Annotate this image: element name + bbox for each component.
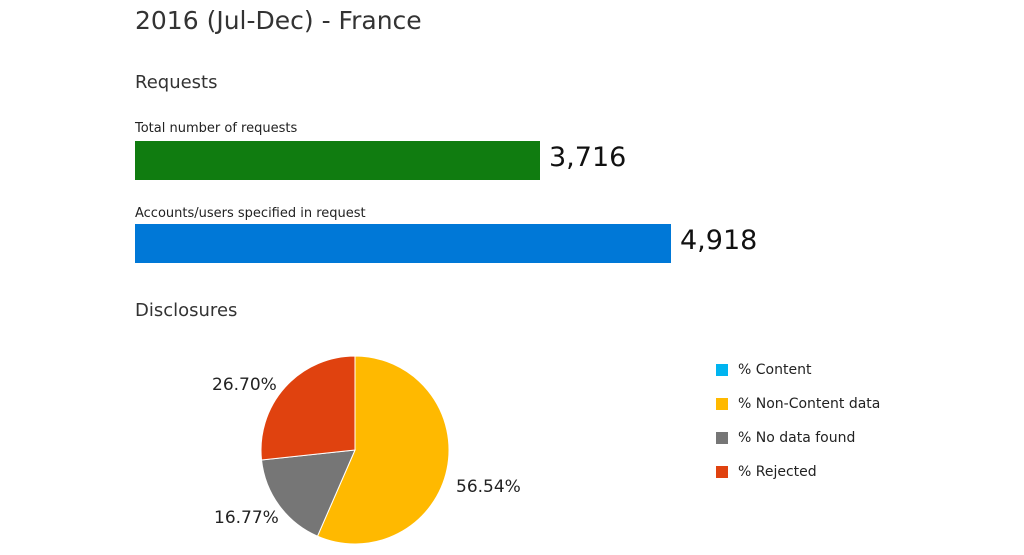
legend-label-rejected: % Rejected [738,463,817,480]
bar-accounts-specified [135,224,671,263]
legend-swatch-non-content [716,397,728,410]
pie-label-no-data: 16.77% [214,508,279,528]
bar-value-accounts-specified: 4,918 [680,225,758,256]
legend-label-non-content: % Non-Content data [738,395,881,412]
legend-swatch-no-data [716,431,728,444]
legend-item-content: % Content [716,361,880,378]
legend-label-content: % Content [738,361,812,378]
requests-heading: Requests [135,72,218,93]
legend-label-no-data: % No data found [738,429,856,446]
bar-label-total-requests: Total number of requests [135,121,298,136]
bar-value-total-requests: 3,716 [549,142,627,173]
legend-swatch-content [716,363,728,376]
bar-total-requests [135,141,540,180]
legend-item-rejected: % Rejected [716,463,880,480]
page-title: 2016 (Jul-Dec) - France [135,6,422,35]
pie-slice-rejected [260,355,356,461]
pie-slice-no-data-found [260,449,356,537]
pie-label-rejected: 26.70% [212,375,277,395]
disclosures-heading: Disclosures [135,300,238,321]
legend-item-no-data: % No data found [716,429,880,446]
pie-label-non-content: 56.54% [456,477,521,497]
bar-label-accounts-specified: Accounts/users specified in request [135,206,366,221]
pie-legend: % Content % Non-Content data % No data f… [716,361,880,497]
pie-slice-non-content-data [316,355,450,545]
legend-item-non-content: % Non-Content data [716,395,880,412]
legend-swatch-rejected [716,465,728,478]
